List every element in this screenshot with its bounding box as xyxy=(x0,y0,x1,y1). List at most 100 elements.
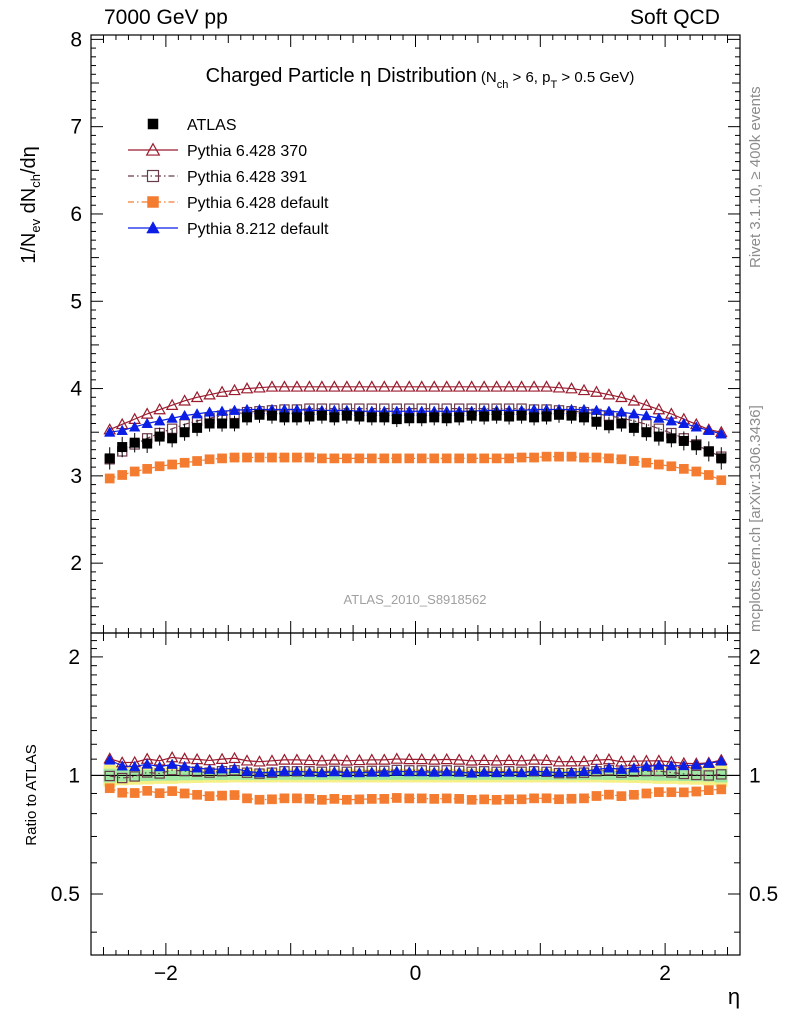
ratio-point-3 xyxy=(653,759,665,770)
series-point-2 xyxy=(342,453,352,464)
ratio-point-3 xyxy=(216,763,228,774)
series-point-2 xyxy=(616,454,627,465)
y-tick-label: 5 xyxy=(70,290,82,313)
ratio-tick-label-right: 2 xyxy=(749,646,761,669)
y-tick-label: 8 xyxy=(70,28,82,51)
series-point-3 xyxy=(228,404,241,415)
legend: ATLAS Pythia 6.428 370 Pythia 6.428 391 Pyt… xyxy=(128,117,329,238)
series-point-2 xyxy=(529,452,539,463)
ratio-point-2 xyxy=(254,794,265,805)
series-point-0 xyxy=(265,380,279,392)
series-point-2 xyxy=(167,459,177,470)
ratio-point-3 xyxy=(428,766,440,777)
ratio-point-3 xyxy=(353,766,366,778)
series-point-2 xyxy=(716,475,727,486)
x-axis-label: η xyxy=(728,984,740,1009)
series-point-0 xyxy=(440,380,454,392)
series-point-2 xyxy=(504,453,514,464)
ratio-point-2 xyxy=(516,794,527,805)
ratio-point-2 xyxy=(267,794,277,805)
ratio-point-1 xyxy=(691,769,702,781)
ratio-point-0 xyxy=(565,755,578,767)
series-point-0 xyxy=(340,380,354,392)
mcplots-reference-label: mcplots.cern.ch [arXiv:1306.3436] xyxy=(747,405,764,632)
ratio-point-3 xyxy=(528,765,540,776)
legend-label: Pythia 6.428 391 xyxy=(187,169,307,186)
series-point-0 xyxy=(590,385,603,397)
ratio-point-3 xyxy=(590,763,603,774)
series-point-2 xyxy=(541,451,552,462)
ratio-point-0 xyxy=(315,754,329,766)
header-category: Soft QCD xyxy=(630,6,720,29)
series-point-2 xyxy=(179,457,190,468)
series-point-0 xyxy=(615,390,628,403)
ratio-point-3 xyxy=(328,765,341,777)
ratio-point-3 xyxy=(278,765,291,776)
series-point-3 xyxy=(116,424,128,435)
data-point xyxy=(279,412,290,423)
series-point-2 xyxy=(554,451,564,462)
ratio-point-0 xyxy=(290,753,304,765)
ratio-point-3 xyxy=(341,766,353,778)
series-point-0 xyxy=(527,380,541,392)
series-point-2 xyxy=(204,454,215,465)
data-point xyxy=(104,453,115,464)
ratio-point-2 xyxy=(479,794,489,805)
ratio-point-2 xyxy=(242,793,252,804)
series-point-2 xyxy=(366,453,377,464)
series-layer xyxy=(103,380,728,805)
series-point-2 xyxy=(254,452,265,463)
series-point-0 xyxy=(502,380,516,392)
data-point xyxy=(254,409,265,420)
ratio-point-2 xyxy=(229,790,240,800)
series-point-0 xyxy=(640,398,653,410)
legend-label: ATLAS xyxy=(187,117,237,134)
series-point-0 xyxy=(228,383,241,396)
ratio-point-2 xyxy=(404,793,415,804)
series-point-2 xyxy=(678,464,689,474)
ratio-point-3 xyxy=(166,758,178,769)
data-point xyxy=(429,412,440,423)
data-point xyxy=(616,418,627,429)
ratio-point-2 xyxy=(703,785,714,795)
ratio-tick-label-right: 1 xyxy=(749,764,761,787)
series-line-1 xyxy=(109,408,722,460)
ratio-point-2 xyxy=(454,794,465,804)
data-point xyxy=(416,413,427,424)
series-point-2 xyxy=(479,453,489,464)
axes: −2 0 2 2 3 4 5 6 7 8 0.5 0.5 1 1 2 2 xyxy=(51,28,778,985)
data-point xyxy=(541,411,552,422)
series-point-2 xyxy=(142,464,153,474)
ratio-point-1 xyxy=(129,771,140,782)
series-point-0 xyxy=(303,380,316,392)
ratio-point-3 xyxy=(503,766,515,777)
series-point-3 xyxy=(178,409,191,421)
series-point-0 xyxy=(315,380,329,392)
series-point-2 xyxy=(292,452,302,463)
ratio-point-0 xyxy=(303,753,316,766)
ratio-point-3 xyxy=(266,766,278,777)
series-point-0 xyxy=(552,381,566,393)
data-point xyxy=(691,440,702,451)
ratio-point-0 xyxy=(502,753,516,766)
ratio-point-3 xyxy=(366,766,378,777)
ratio-point-3 xyxy=(465,767,478,778)
data-point xyxy=(217,418,228,429)
series-point-2 xyxy=(454,453,465,464)
ratio-point-2 xyxy=(554,794,564,805)
data-point xyxy=(242,412,253,423)
y-tick-label: 7 xyxy=(70,116,82,139)
ratio-point-0 xyxy=(365,753,379,765)
data-point xyxy=(504,411,515,422)
ratio-point-2 xyxy=(678,787,689,798)
ratio-point-2 xyxy=(416,793,427,804)
series-point-2 xyxy=(691,466,702,477)
series-point-0 xyxy=(540,380,553,392)
ratio-point-2 xyxy=(292,793,302,804)
legend-label: Pythia 6.428 default xyxy=(187,195,329,212)
ratio-point-3 xyxy=(116,760,128,771)
ratio-point-0 xyxy=(390,752,404,764)
series-point-3 xyxy=(153,415,166,426)
ratio-point-3 xyxy=(565,766,578,777)
data-point xyxy=(666,433,677,444)
